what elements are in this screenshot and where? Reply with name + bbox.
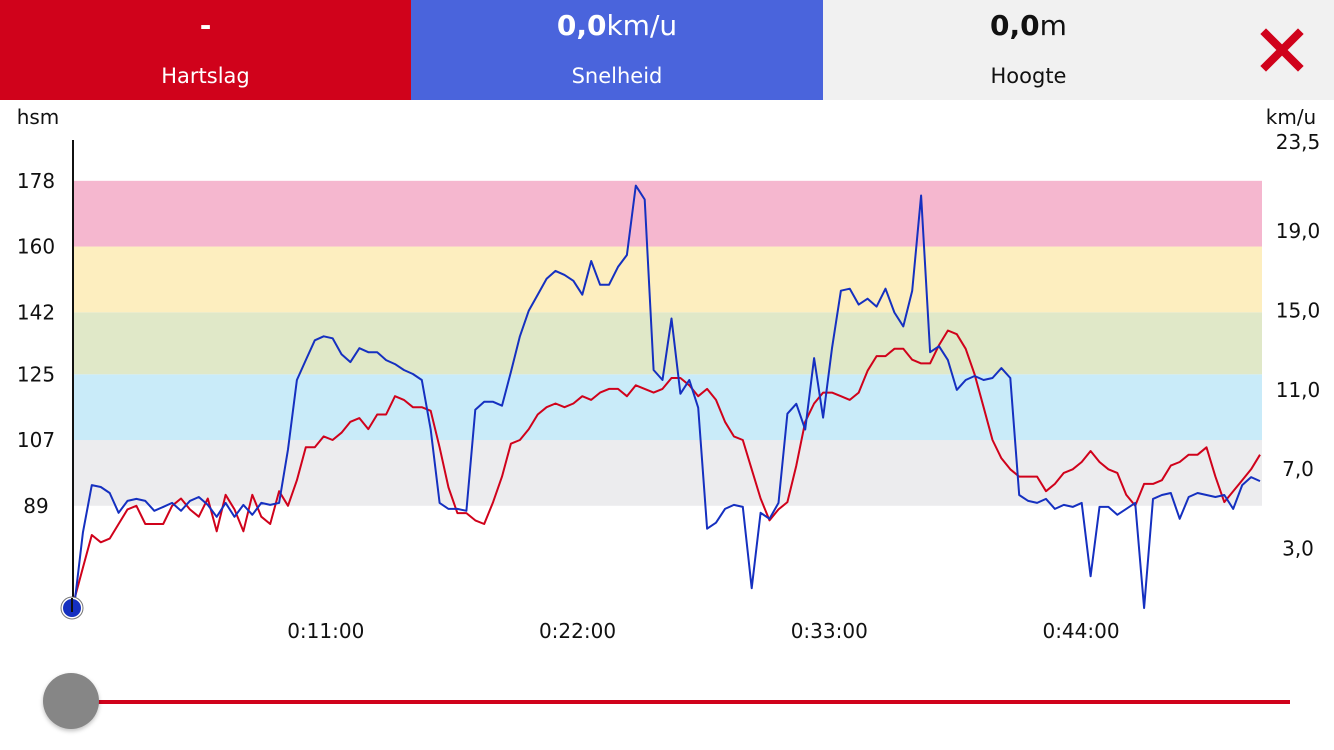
hr-zone-4 (74, 246, 1262, 313)
right-tick-label: 23,5 (1276, 130, 1321, 154)
left-tick-label: 107 (17, 428, 55, 452)
close-icon[interactable] (1260, 28, 1304, 72)
position-marker-ring (60, 596, 84, 620)
left-tick-label: 142 (17, 300, 55, 324)
right-tick-label: 11,0 (1276, 378, 1321, 402)
x-tick-label: 0:22:00 (539, 619, 616, 643)
speed-value: 0,0km/u (556, 9, 678, 42)
altitude-tile[interactable]: 0,0m Hoogte (823, 0, 1334, 100)
heart-rate-line (73, 329, 1261, 601)
left-tick-label: 125 (17, 362, 55, 386)
x-tick-label: 0:44:00 (1042, 619, 1119, 643)
hr-zone-2 (74, 374, 1262, 441)
timeline-slider[interactable] (0, 660, 1334, 740)
heart-rate-value: - (199, 9, 212, 42)
metrics-header: - Hartslag 0,0km/u Snelheid 0,0m Hoogte (0, 0, 1334, 100)
left-tick-label: 160 (17, 235, 55, 259)
slider-track[interactable] (70, 700, 1290, 704)
right-axis-unit: km/u (1266, 105, 1316, 129)
speed-tile[interactable]: 0,0km/u Snelheid (411, 0, 823, 100)
left-axis-unit: hsm (17, 105, 60, 129)
x-tick-label: 0:11:00 (287, 619, 364, 643)
heart-rate-label: Hartslag (161, 64, 250, 88)
x-tick-label: 0:33:00 (791, 619, 868, 643)
right-tick-label: 7,0 (1282, 457, 1314, 481)
left-tick-label: 89 (23, 494, 48, 518)
left-tick-label: 178 (17, 169, 55, 193)
heart-rate-tile[interactable]: - Hartslag (0, 0, 411, 100)
chart: hsm km/u 89 107 125 142 160 178 3,0 7,0 11,0 15,0 19… (17, 105, 1321, 643)
speed-label: Snelheid (571, 64, 663, 88)
altitude-value: 0,0m (990, 9, 1067, 42)
right-tick-label: 15,0 (1276, 299, 1321, 323)
right-tick-label: 19,0 (1276, 219, 1321, 243)
right-tick-label: 3,0 (1282, 537, 1314, 561)
slider-thumb[interactable] (43, 673, 99, 729)
hr-zone-5 (74, 180, 1262, 247)
altitude-label: Hoogte (990, 64, 1067, 88)
speed-line (73, 184, 1261, 609)
